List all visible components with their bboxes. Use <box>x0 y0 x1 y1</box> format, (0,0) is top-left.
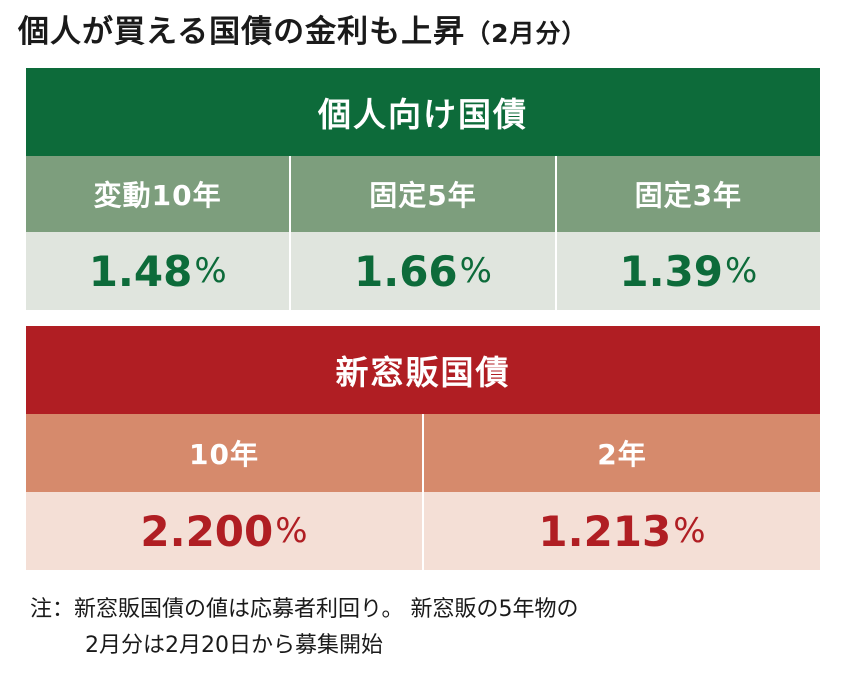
unit-label: % <box>275 511 308 551</box>
unit-label: % <box>724 251 758 291</box>
new-sale-bond-label-row: 10年 2年 <box>26 414 820 492</box>
footnote: 注：新窓販国債の値は応募者利回り。 新窓販の5年物の 2月分は2月20日から募集… <box>30 592 579 664</box>
value-number: 2.200 <box>140 506 274 556</box>
personal-bond-header: 個人向け国債 <box>26 68 820 156</box>
label-fixed-5y: 固定5年 <box>289 156 555 232</box>
personal-bond-value-row: 1.48% 1.66% 1.39% <box>26 232 820 310</box>
personal-bond-label-row: 変動10年 固定5年 固定3年 <box>26 156 820 232</box>
new-sale-bond-value-row: 2.200% 1.213% <box>26 492 820 570</box>
value-fixed-3y: 1.39% <box>554 232 820 310</box>
value-10y: 2.200% <box>26 492 422 570</box>
new-sale-bond-table: 新窓販国債 10年 2年 2.200% 1.213% <box>26 326 820 570</box>
title-sub: （2月分） <box>465 19 588 48</box>
label-floating-10y: 変動10年 <box>26 156 290 232</box>
value-number: 1.48 <box>88 246 193 296</box>
personal-bond-table: 個人向け国債 変動10年 固定5年 固定3年 1.48% 1.66% 1.39% <box>26 68 820 310</box>
label-10y: 10年 <box>26 414 422 492</box>
value-number: 1.39 <box>619 246 723 296</box>
value-2y: 1.213% <box>422 492 820 570</box>
title-main: 個人が買える国債の金利も上昇 <box>18 14 466 50</box>
value-number: 1.66 <box>354 246 458 296</box>
footnote-line-1: 注：新窓販国債の値は応募者利回り。 新窓販の5年物の <box>30 597 579 622</box>
unit-label: % <box>194 251 227 291</box>
new-sale-bond-header: 新窓販国債 <box>26 326 820 414</box>
page-title: 個人が買える国債の金利も上昇（2月分） <box>18 6 587 51</box>
label-fixed-3y: 固定3年 <box>554 156 820 232</box>
unit-label: % <box>459 251 492 291</box>
value-number: 1.213 <box>538 506 672 556</box>
value-floating-10y: 1.48% <box>26 232 290 310</box>
label-2y: 2年 <box>422 414 820 492</box>
footnote-line-2: 2月分は2月20日から募集開始 <box>85 633 383 658</box>
value-fixed-5y: 1.66% <box>289 232 555 310</box>
unit-label: % <box>673 511 706 551</box>
